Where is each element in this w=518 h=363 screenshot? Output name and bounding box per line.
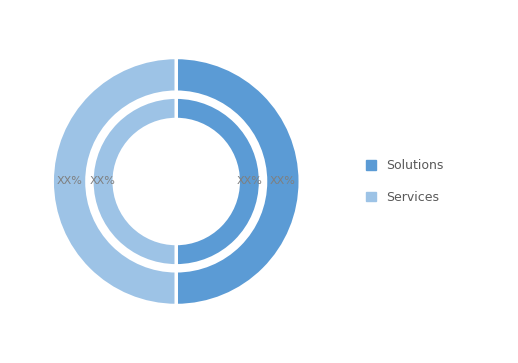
Text: XX%: XX% <box>270 176 296 187</box>
Wedge shape <box>52 57 176 306</box>
Wedge shape <box>92 97 176 266</box>
Text: XX%: XX% <box>236 176 262 187</box>
Text: XX%: XX% <box>90 176 116 187</box>
Text: XX%: XX% <box>56 176 82 187</box>
Legend: Solutions, Services: Solutions, Services <box>360 153 450 210</box>
Wedge shape <box>176 57 300 306</box>
Wedge shape <box>176 97 261 266</box>
